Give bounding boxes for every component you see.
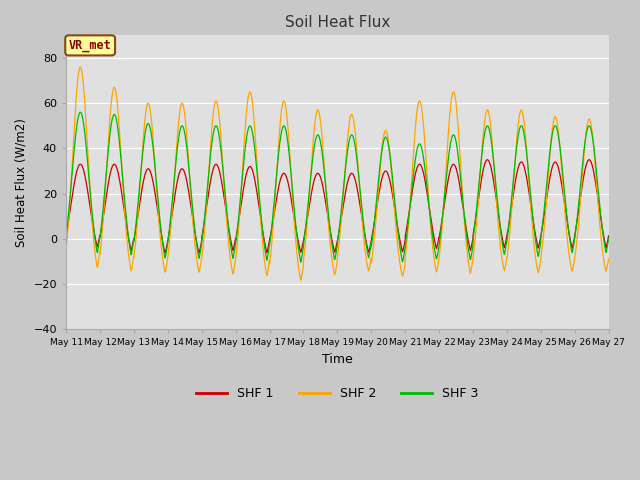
SHF 2 xyxy=(371,237,378,242)
SHF 1 xyxy=(532,232,540,238)
SHF 3 xyxy=(116,150,124,156)
SHF 3 xyxy=(76,109,84,115)
SHF 3 xyxy=(597,217,605,223)
SHF 1 xyxy=(597,219,605,225)
SHF 2 xyxy=(501,265,509,271)
SHF 1 xyxy=(116,181,124,187)
SHF 1 xyxy=(234,226,241,231)
SHF 2 xyxy=(532,255,540,261)
SHF 3 xyxy=(234,225,241,231)
SHF 3 xyxy=(605,236,612,241)
Line: SHF 3: SHF 3 xyxy=(66,112,609,262)
SHF 1 xyxy=(501,242,509,248)
Text: VR_met: VR_met xyxy=(68,39,111,52)
SHF 1 xyxy=(605,233,612,239)
SHF 3 xyxy=(501,249,509,255)
X-axis label: Time: Time xyxy=(322,353,353,366)
SHF 2 xyxy=(76,64,84,70)
SHF 1 xyxy=(370,222,378,228)
SHF 2 xyxy=(605,256,612,262)
Y-axis label: Soil Heat Flux (W/m2): Soil Heat Flux (W/m2) xyxy=(15,118,28,247)
Title: Soil Heat Flux: Soil Heat Flux xyxy=(285,15,390,30)
SHF 1 xyxy=(483,157,491,163)
Line: SHF 2: SHF 2 xyxy=(66,67,609,280)
SHF 2 xyxy=(234,238,241,243)
SHF 2 xyxy=(597,237,605,243)
SHF 2 xyxy=(116,144,124,149)
SHF 3 xyxy=(297,259,305,265)
SHF 1 xyxy=(62,232,70,238)
SHF 2 xyxy=(62,246,70,252)
SHF 3 xyxy=(532,238,540,243)
SHF 3 xyxy=(62,232,70,238)
Line: SHF 1: SHF 1 xyxy=(66,160,609,253)
SHF 1 xyxy=(161,250,169,256)
SHF 2 xyxy=(297,277,305,283)
Legend: SHF 1, SHF 2, SHF 3: SHF 1, SHF 2, SHF 3 xyxy=(191,383,484,406)
SHF 3 xyxy=(371,220,378,226)
